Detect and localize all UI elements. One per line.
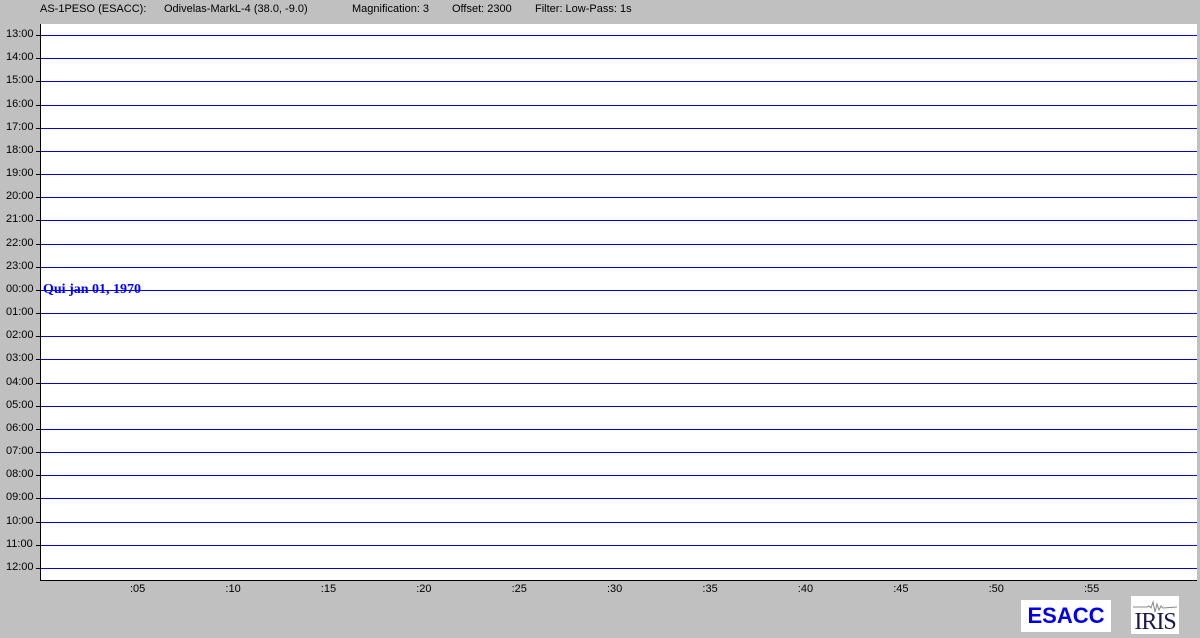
hour-label: 17:00 — [6, 120, 34, 133]
minute-label: :20 — [416, 583, 432, 595]
trace-line — [41, 127, 1197, 129]
trace-line — [41, 197, 1197, 199]
hour-label: 03:00 — [6, 352, 34, 365]
hour-tick — [36, 452, 40, 454]
offset-label: Offset: 2300 — [452, 3, 512, 15]
minute-label: :40 — [797, 583, 814, 595]
hour-tick — [36, 428, 40, 430]
hour-tick — [36, 405, 40, 407]
iris-logo-text: IRIS — [1134, 609, 1176, 635]
trace-line — [41, 428, 1197, 430]
hour-tick — [36, 104, 40, 106]
hour-tick — [36, 289, 40, 291]
minute-label: :25 — [511, 583, 527, 595]
iris-logo: IRIS — [1131, 596, 1179, 635]
date-label: Qui jan 01, 1970 — [43, 282, 142, 297]
minute-label: :30 — [607, 583, 623, 595]
helicorder-plot[interactable] — [40, 24, 1197, 581]
trace-line — [41, 405, 1197, 407]
hour-label: 00:00 — [6, 282, 34, 295]
hour-tick — [36, 35, 40, 36]
hour-label: 14:00 — [6, 51, 34, 64]
trace-line — [41, 150, 1197, 152]
hour-label: 08:00 — [6, 468, 34, 481]
seismogram-icon — [1133, 600, 1177, 613]
hour-tick — [36, 81, 40, 83]
hour-label: 16:00 — [6, 97, 34, 110]
hour-tick — [36, 127, 40, 129]
hour-tick — [36, 475, 40, 477]
hour-tick — [36, 220, 40, 222]
trace-line — [41, 81, 1197, 83]
hour-tick — [36, 382, 40, 384]
hour-label: 15:00 — [6, 74, 34, 87]
hour-tick — [36, 498, 40, 500]
hour-tick — [36, 58, 40, 60]
hour-label: 20:00 — [6, 190, 34, 203]
hour-label: 11:00 — [6, 537, 33, 550]
hour-label: 21:00 — [6, 213, 34, 226]
minute-label: :05 — [130, 583, 146, 595]
hour-tick — [36, 150, 40, 152]
trace-line — [41, 58, 1197, 60]
station-label: AS-1PESO (ESACC): — [40, 3, 147, 15]
minute-label: :15 — [320, 583, 337, 595]
minute-label: :50 — [988, 583, 1004, 595]
trace-line — [41, 359, 1197, 361]
minute-label: :35 — [702, 583, 718, 595]
filter-label: Filter: Low-Pass: 1s — [535, 3, 632, 15]
hour-tick — [36, 243, 40, 245]
hour-tick — [36, 544, 40, 546]
trace-line — [41, 243, 1197, 245]
hour-tick — [36, 336, 40, 338]
trace-line — [41, 544, 1197, 546]
hour-label: 12:00 — [6, 560, 34, 573]
trace-line — [41, 220, 1197, 222]
hour-label: 13:00 — [6, 28, 34, 40]
trace-line — [41, 266, 1197, 268]
hour-label: 23:00 — [6, 259, 34, 272]
hour-label: 01:00 — [6, 306, 34, 319]
hour-label: 09:00 — [6, 491, 34, 504]
location-label: Odivelas-MarkL-4 (38.0, -9.0) — [164, 3, 308, 15]
minute-label: :55 — [1084, 583, 1100, 595]
hour-tick — [36, 313, 40, 315]
trace-line — [41, 475, 1197, 477]
esacc-logo: ESACC — [1021, 600, 1111, 632]
hour-label: 22:00 — [6, 236, 34, 249]
hour-tick — [36, 266, 40, 268]
trace-line — [41, 35, 1197, 36]
hour-label: 18:00 — [6, 143, 34, 156]
trace-line — [41, 498, 1197, 500]
trace-line — [41, 521, 1197, 523]
magnification-label: Magnification: 3 — [352, 3, 430, 15]
trace-line — [41, 336, 1197, 338]
hour-label: 06:00 — [6, 421, 34, 434]
trace-line — [41, 104, 1197, 106]
hour-tick — [36, 521, 40, 523]
trace-line — [41, 313, 1197, 315]
hour-tick — [36, 197, 40, 199]
hour-label: 05:00 — [6, 398, 34, 411]
minute-label: :45 — [893, 583, 909, 595]
trace-line — [41, 289, 1197, 291]
minute-label: :10 — [225, 583, 241, 595]
hour-tick — [36, 567, 40, 569]
trace-line — [41, 174, 1197, 176]
hour-label: 04:00 — [6, 375, 34, 388]
hour-label: 19:00 — [6, 167, 34, 180]
hour-label: 10:00 — [6, 514, 34, 527]
hour-tick — [36, 174, 40, 176]
hour-label: 07:00 — [6, 445, 34, 458]
trace-line — [41, 567, 1197, 569]
trace-line — [41, 452, 1197, 454]
hour-label: 02:00 — [6, 329, 34, 342]
hour-tick — [36, 359, 40, 361]
trace-line — [41, 382, 1197, 384]
header-bar: AS-1PESO (ESACC): Odivelas-MarkL-4 (38.0… — [0, 3, 632, 19]
